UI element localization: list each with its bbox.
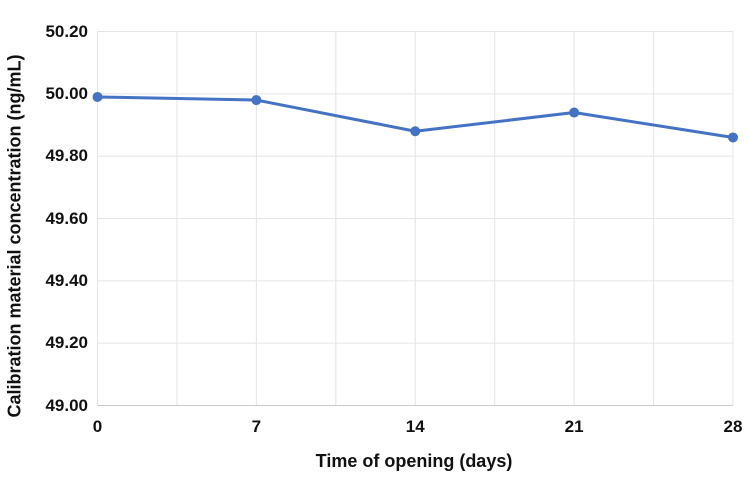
x-tick-label: 28 [723, 417, 743, 436]
data-point-day-0 [92, 91, 103, 102]
data-point-day-28 [728, 132, 738, 143]
y-tick-label: 50.00 [45, 83, 88, 103]
data-point-day-21 [569, 107, 580, 118]
x-tick-label: 7 [251, 417, 262, 436]
x-tick-label: 14 [405, 417, 425, 436]
y-tick-label: 50.20 [45, 21, 88, 41]
data-point-day-14 [410, 126, 421, 137]
y-tick-label: 49.60 [45, 208, 88, 228]
y-tick-label: 49.80 [45, 146, 88, 166]
x-tick-label: 21 [564, 417, 584, 436]
x-axis-title: Time of opening (days) [315, 451, 513, 471]
y-tick-label: 49.40 [45, 270, 88, 290]
y-tick-label: 49.00 [45, 395, 88, 415]
x-tick-label: 0 [92, 417, 103, 436]
y-tick-label: 49.20 [45, 333, 88, 353]
y-axis-title: Calibration material concentration (ng/m… [4, 54, 25, 418]
data-point-day-7 [251, 95, 262, 106]
